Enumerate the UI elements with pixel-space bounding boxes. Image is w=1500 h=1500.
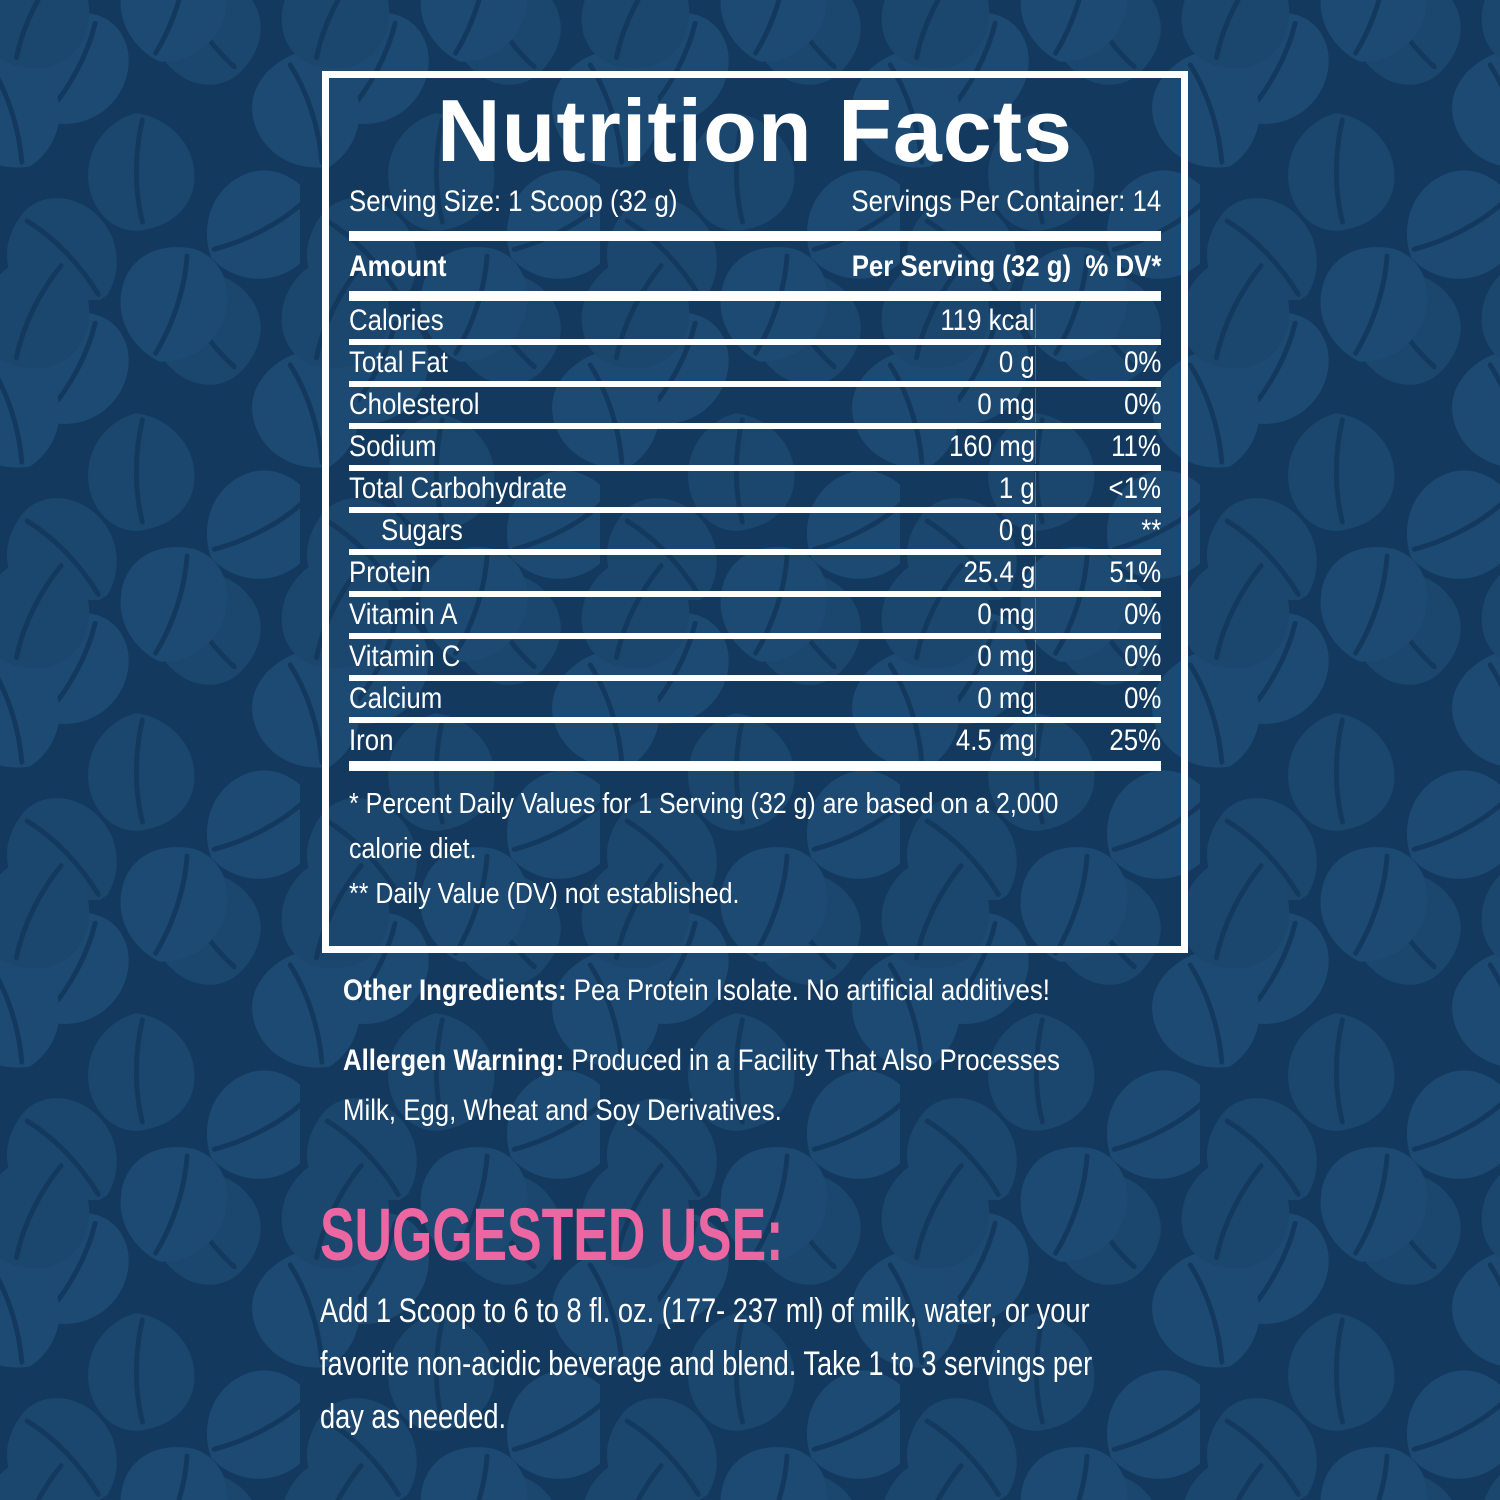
table-row-calcium: Calcium 0 mg 0% <box>349 682 1161 716</box>
row-label: Total Fat <box>349 346 448 379</box>
row-dv: 0% <box>1123 682 1161 715</box>
separator-thick <box>349 231 1161 241</box>
row-dv: 0% <box>1123 598 1161 631</box>
footnote-dv-line1: * Percent Daily Values for 1 Serving (32… <box>349 788 1059 820</box>
row-dv: 25% <box>1109 724 1161 757</box>
separator-double <box>349 675 1161 681</box>
table-row-vitamin-c: Vitamin C 0 mg 0% <box>349 640 1161 674</box>
separator-double <box>349 465 1161 471</box>
serving-info-row: Serving Size: 1 Scoop (32 g) Servings Pe… <box>349 185 1161 219</box>
table-row-total-carbohydrate: Total Carbohydrate 1 g <1% <box>349 472 1161 506</box>
footnote-dv-line2: calorie diet. <box>349 833 477 865</box>
table-row-cholesterol: Cholesterol 0 mg 0% <box>349 388 1161 422</box>
separator-double <box>349 633 1161 639</box>
suggested-use-line: favorite non-acidic beverage and blend. … <box>320 1345 1093 1383</box>
separator-double <box>349 507 1161 513</box>
row-dv: 0% <box>1123 640 1161 673</box>
separator-double <box>349 549 1161 555</box>
suggested-use-heading: SUGGESTED USE: <box>320 1193 784 1276</box>
row-amount: 160 mg <box>948 430 1035 463</box>
table-row-sodium: Sodium 160 mg 11% <box>349 430 1161 464</box>
suggested-use-line: Add 1 Scoop to 6 to 8 fl. oz. (177- 237 … <box>320 1292 1090 1330</box>
separator-thick <box>349 291 1161 301</box>
column-header-dv: % DV* <box>1085 250 1161 283</box>
row-label: Calcium <box>349 682 443 715</box>
row-label: Total Carbohydrate <box>349 472 567 505</box>
servings-per-container: Servings Per Container: 14 <box>851 185 1161 218</box>
row-amount: 0 g <box>999 514 1035 547</box>
allergen-warning: Allergen Warning: Produced in a Facility… <box>343 1036 1177 1136</box>
row-dv: 0% <box>1123 388 1161 421</box>
row-dv: 11% <box>1111 430 1161 463</box>
column-header-per-serving: Per Serving (32 g) <box>851 250 1072 283</box>
row-amount: 0 mg <box>977 388 1035 421</box>
footnotes: * Percent Daily Values for 1 Serving (32… <box>349 782 1161 917</box>
row-amount: 0 mg <box>977 640 1035 673</box>
row-label: Protein <box>349 556 431 589</box>
table-row-vitamin-a: Vitamin A 0 mg 0% <box>349 598 1161 632</box>
separator-thick <box>349 761 1161 771</box>
separator-double <box>349 339 1161 345</box>
row-amount: 1 g <box>999 472 1035 505</box>
row-amount: 119 kcal <box>940 304 1035 337</box>
row-label: Vitamin C <box>349 640 461 673</box>
row-dv: ** <box>1140 514 1161 547</box>
row-label: Sodium <box>349 430 437 463</box>
row-label: Sugars <box>381 514 463 547</box>
nutrition-facts-panel: Nutrition Facts Serving Size: 1 Scoop (3… <box>322 71 1188 953</box>
row-label: Vitamin A <box>349 598 458 631</box>
suggested-use-line: day as needed. <box>320 1398 507 1436</box>
separator-double <box>349 423 1161 429</box>
separator-double <box>349 591 1161 597</box>
table-row-calories: Calories 119 kcal <box>349 304 1161 338</box>
suggested-use-text: Add 1 Scoop to 6 to 8 fl. oz. (177- 237 … <box>320 1285 1285 1444</box>
table-row-protein: Protein 25.4 g 51% <box>349 556 1161 590</box>
other-ingredients: Other Ingredients: Pea Protein Isolate. … <box>343 974 1165 1008</box>
row-amount: 0 g <box>999 346 1035 379</box>
allergen-warning-line2: Milk, Egg, Wheat and Soy Derivatives. <box>343 1094 782 1127</box>
row-amount: 0 mg <box>977 682 1035 715</box>
separator-double <box>349 381 1161 387</box>
row-label: Calories <box>349 304 444 337</box>
nutrition-facts-title: Nutrition Facts <box>437 81 1073 180</box>
footnote-not-established: ** Daily Value (DV) not established. <box>349 878 740 910</box>
other-ingredients-text: Pea Protein Isolate. No artificial addit… <box>566 974 1050 1007</box>
column-header-amount: Amount <box>349 250 447 283</box>
row-amount: 0 mg <box>977 598 1035 631</box>
row-label: Iron <box>349 724 394 757</box>
table-row-sugars: Sugars 0 g ** <box>349 514 1161 548</box>
row-amount: 25.4 g <box>963 556 1035 589</box>
row-dv: <1% <box>1108 472 1161 505</box>
allergen-warning-line1: Produced in a Facility That Also Process… <box>564 1044 1060 1077</box>
allergen-warning-label: Allergen Warning: <box>343 1044 565 1077</box>
table-header-row: Amount Per Serving (32 g) % DV* <box>349 250 1161 284</box>
other-ingredients-label: Other Ingredients: <box>343 974 567 1007</box>
row-dv: 51% <box>1109 556 1161 589</box>
nutrition-rows: Calories 119 kcal Total Fat 0 g 0% Chole… <box>349 304 1161 758</box>
table-row-iron: Iron 4.5 mg 25% <box>349 724 1161 758</box>
row-dv: 0% <box>1123 346 1161 379</box>
row-amount: 4.5 mg <box>956 724 1035 757</box>
separator-double <box>349 717 1161 723</box>
table-row-total-fat: Total Fat 0 g 0% <box>349 346 1161 380</box>
serving-size: Serving Size: 1 Scoop (32 g) <box>349 185 678 218</box>
row-label: Cholesterol <box>349 388 480 421</box>
